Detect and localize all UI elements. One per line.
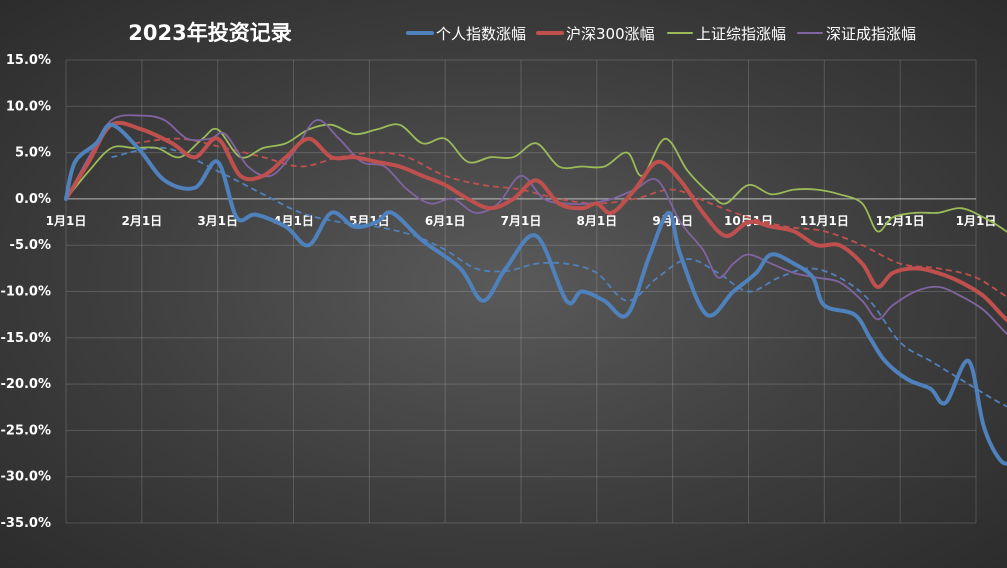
- series-line-sh: [65, 123, 1007, 234]
- series-line-sz: [65, 114, 1007, 336]
- legend-label-sz: 深证成指涨幅: [826, 25, 916, 43]
- gridlines: [65, 59, 977, 524]
- series-lines: [64, 114, 1007, 466]
- legend-item-hs300[interactable]: 沪深300涨幅: [536, 25, 655, 43]
- x-axis: 1月1日 2月1日 3月1日 4月1日 5月1日 6月1日 7月1日 8月1日 9月1日 10月1…: [46, 198, 997, 228]
- x-tick-label: 1月1日: [956, 214, 997, 228]
- y-tick-label: -15.0%: [1, 331, 52, 346]
- series-line-hs300: [64, 120, 1007, 323]
- legend-item-personal[interactable]: 个人指数涨幅: [406, 25, 526, 43]
- y-tick-label: -25.0%: [1, 423, 52, 438]
- y-tick-label: 10.0%: [6, 99, 51, 114]
- y-tick-label: 0.0%: [15, 192, 51, 207]
- x-tick-label: 12月1日: [876, 214, 925, 228]
- y-tick-label: -30.0%: [1, 470, 52, 485]
- x-tick-label: 8月1日: [576, 214, 617, 228]
- legend-label-hs300: 沪深300涨幅: [566, 25, 655, 43]
- legend-label-personal: 个人指数涨幅: [436, 25, 526, 43]
- trendline-personal: [111, 146, 1007, 408]
- x-tick-label: 6月1日: [425, 214, 466, 228]
- trend-lines: [111, 137, 1007, 408]
- x-tick-label: 3月1日: [197, 214, 238, 228]
- x-tick-label: 7月1日: [501, 214, 542, 228]
- y-axis: 15.0% 10.0% 5.0% 0.0% -5.0% -10.0% -15.0% -20.0…: [1, 53, 52, 531]
- legend-item-sh[interactable]: 上证综指涨幅: [667, 25, 786, 43]
- x-tick-label: 2月1日: [121, 214, 162, 228]
- x-tick-label: 11月1日: [800, 214, 849, 228]
- y-tick-label: -20.0%: [1, 377, 52, 392]
- x-tick-label: 1月1日: [46, 214, 87, 228]
- series-line-personal: [64, 122, 1007, 466]
- y-tick-label: -5.0%: [10, 238, 51, 253]
- y-tick-label: 15.0%: [6, 53, 51, 68]
- y-tick-label: -35.0%: [1, 516, 52, 531]
- chart-title: 2023年投资记录: [128, 21, 291, 45]
- legend-label-sh: 上证综指涨幅: [696, 25, 786, 43]
- y-tick-label: -10.0%: [1, 285, 52, 300]
- legend-item-sz[interactable]: 深证成指涨幅: [797, 25, 916, 43]
- y-tick-label: 5.0%: [15, 146, 51, 161]
- legend: 个人指数涨幅 沪深300涨幅 上证综指涨幅 深证成指涨幅: [406, 25, 916, 43]
